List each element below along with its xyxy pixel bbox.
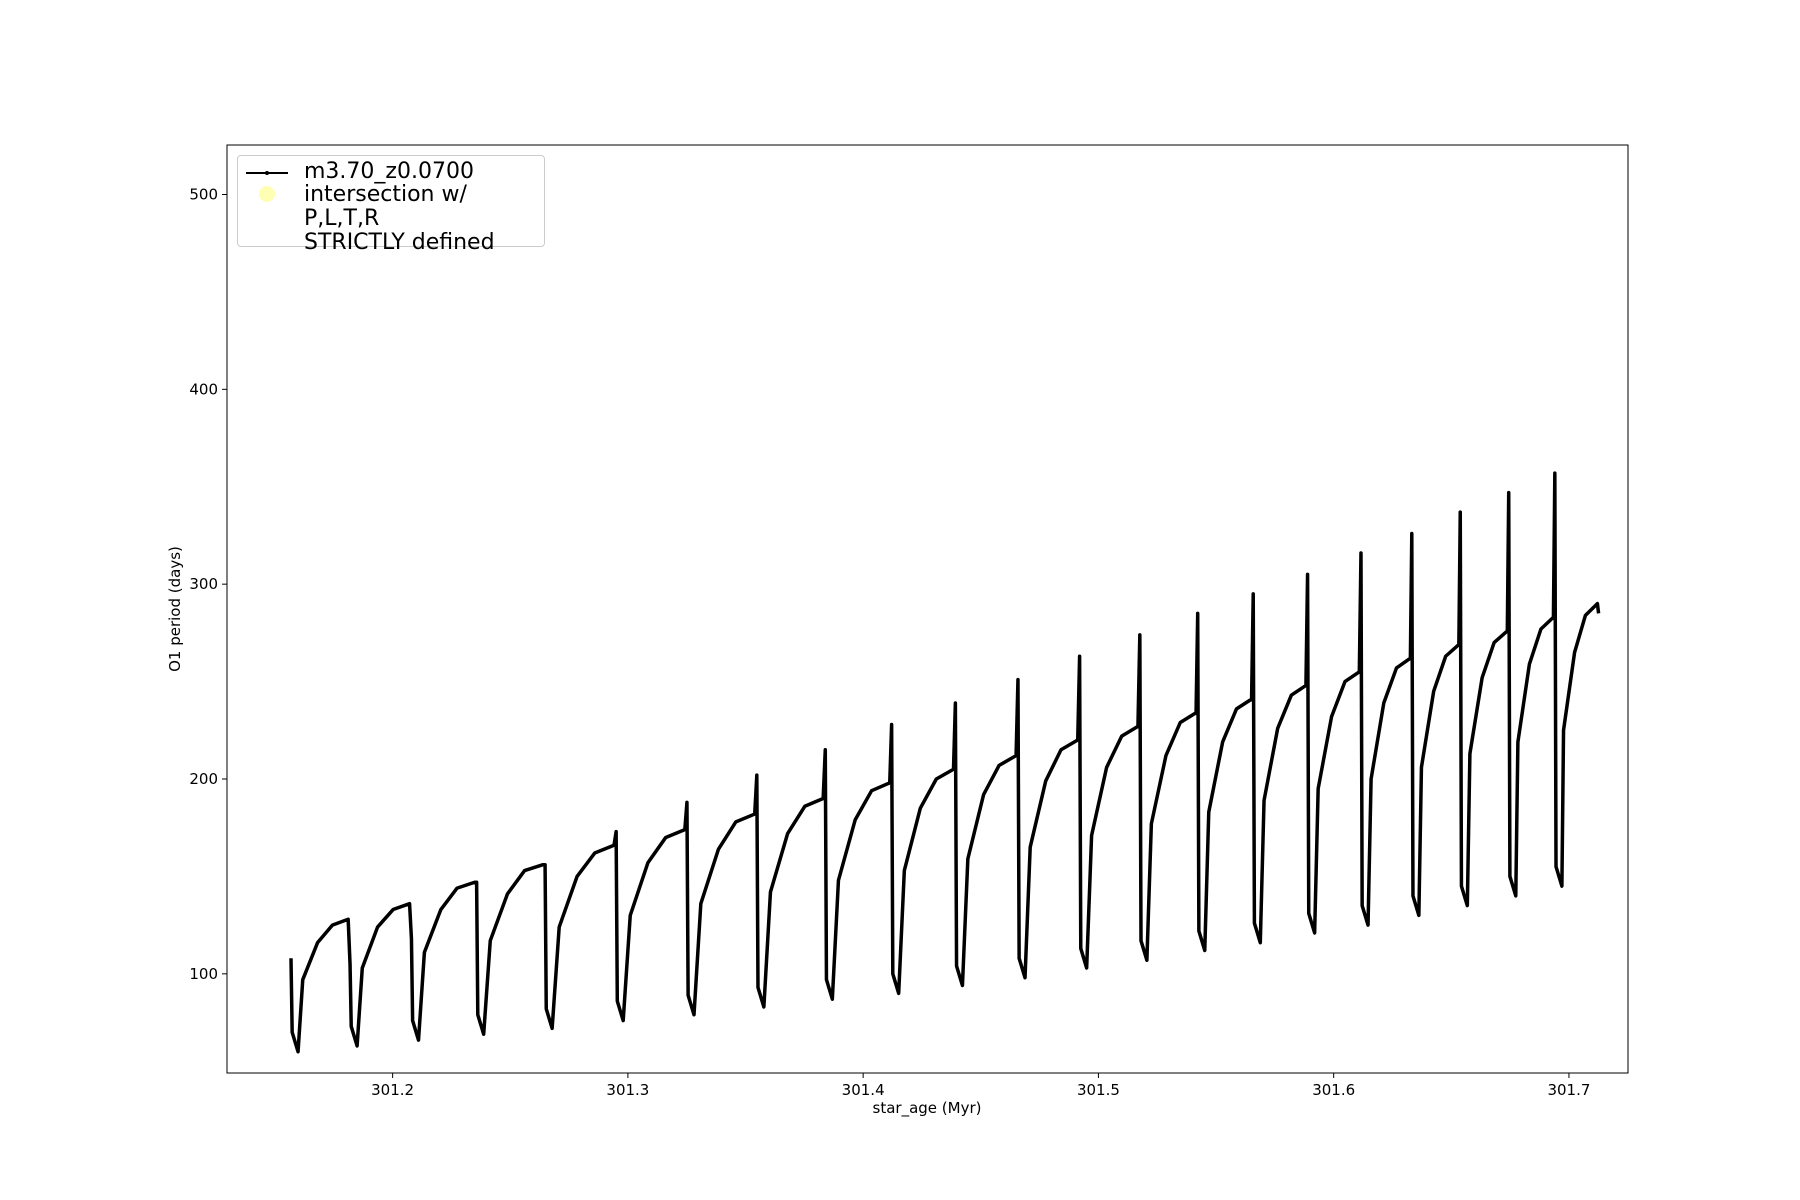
y-tick-label: 200 <box>189 770 218 788</box>
y-tick-label: 100 <box>189 965 218 983</box>
x-tick-label: 301.3 <box>606 1081 649 1099</box>
y-axis-label: O1 period (days) <box>166 546 184 672</box>
legend-label: m3.70_z0.0700 <box>304 159 474 184</box>
x-tick-label: 301.2 <box>371 1081 414 1099</box>
y-tick-label: 500 <box>189 185 218 203</box>
legend-marker <box>259 186 275 202</box>
legend: m3.70_z0.0700 intersection w/ P,L,T,R ST… <box>237 155 545 255</box>
x-tick-label: 301.7 <box>1547 1081 1590 1099</box>
legend-label: intersection w/ P,L,T,R STRICTLY defined <box>304 182 495 255</box>
x-axis-label: star_age (Myr) <box>873 1099 982 1118</box>
plot-frame <box>226 144 1629 1074</box>
legend-dot <box>265 171 269 175</box>
y-tick-label: 300 <box>189 575 218 593</box>
y-tick-label: 400 <box>189 380 218 398</box>
legend-symbols <box>246 171 288 202</box>
x-tick-label: 301.5 <box>1077 1081 1120 1099</box>
x-tick-label: 301.6 <box>1312 1081 1355 1099</box>
x-tick-label: 301.4 <box>842 1081 885 1099</box>
series-line <box>289 471 1601 1054</box>
